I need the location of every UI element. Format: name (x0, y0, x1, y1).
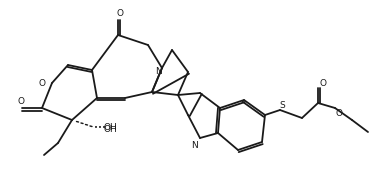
Text: OH: OH (104, 123, 118, 132)
Text: O: O (320, 79, 327, 89)
Text: OH: OH (104, 124, 118, 133)
Text: •••: ••• (94, 125, 106, 131)
Text: N: N (192, 141, 198, 150)
Text: O: O (39, 79, 46, 88)
Text: O: O (336, 108, 343, 118)
Text: O: O (17, 97, 25, 105)
Text: S: S (279, 100, 285, 109)
Text: O: O (116, 9, 124, 18)
Text: N: N (155, 66, 162, 75)
